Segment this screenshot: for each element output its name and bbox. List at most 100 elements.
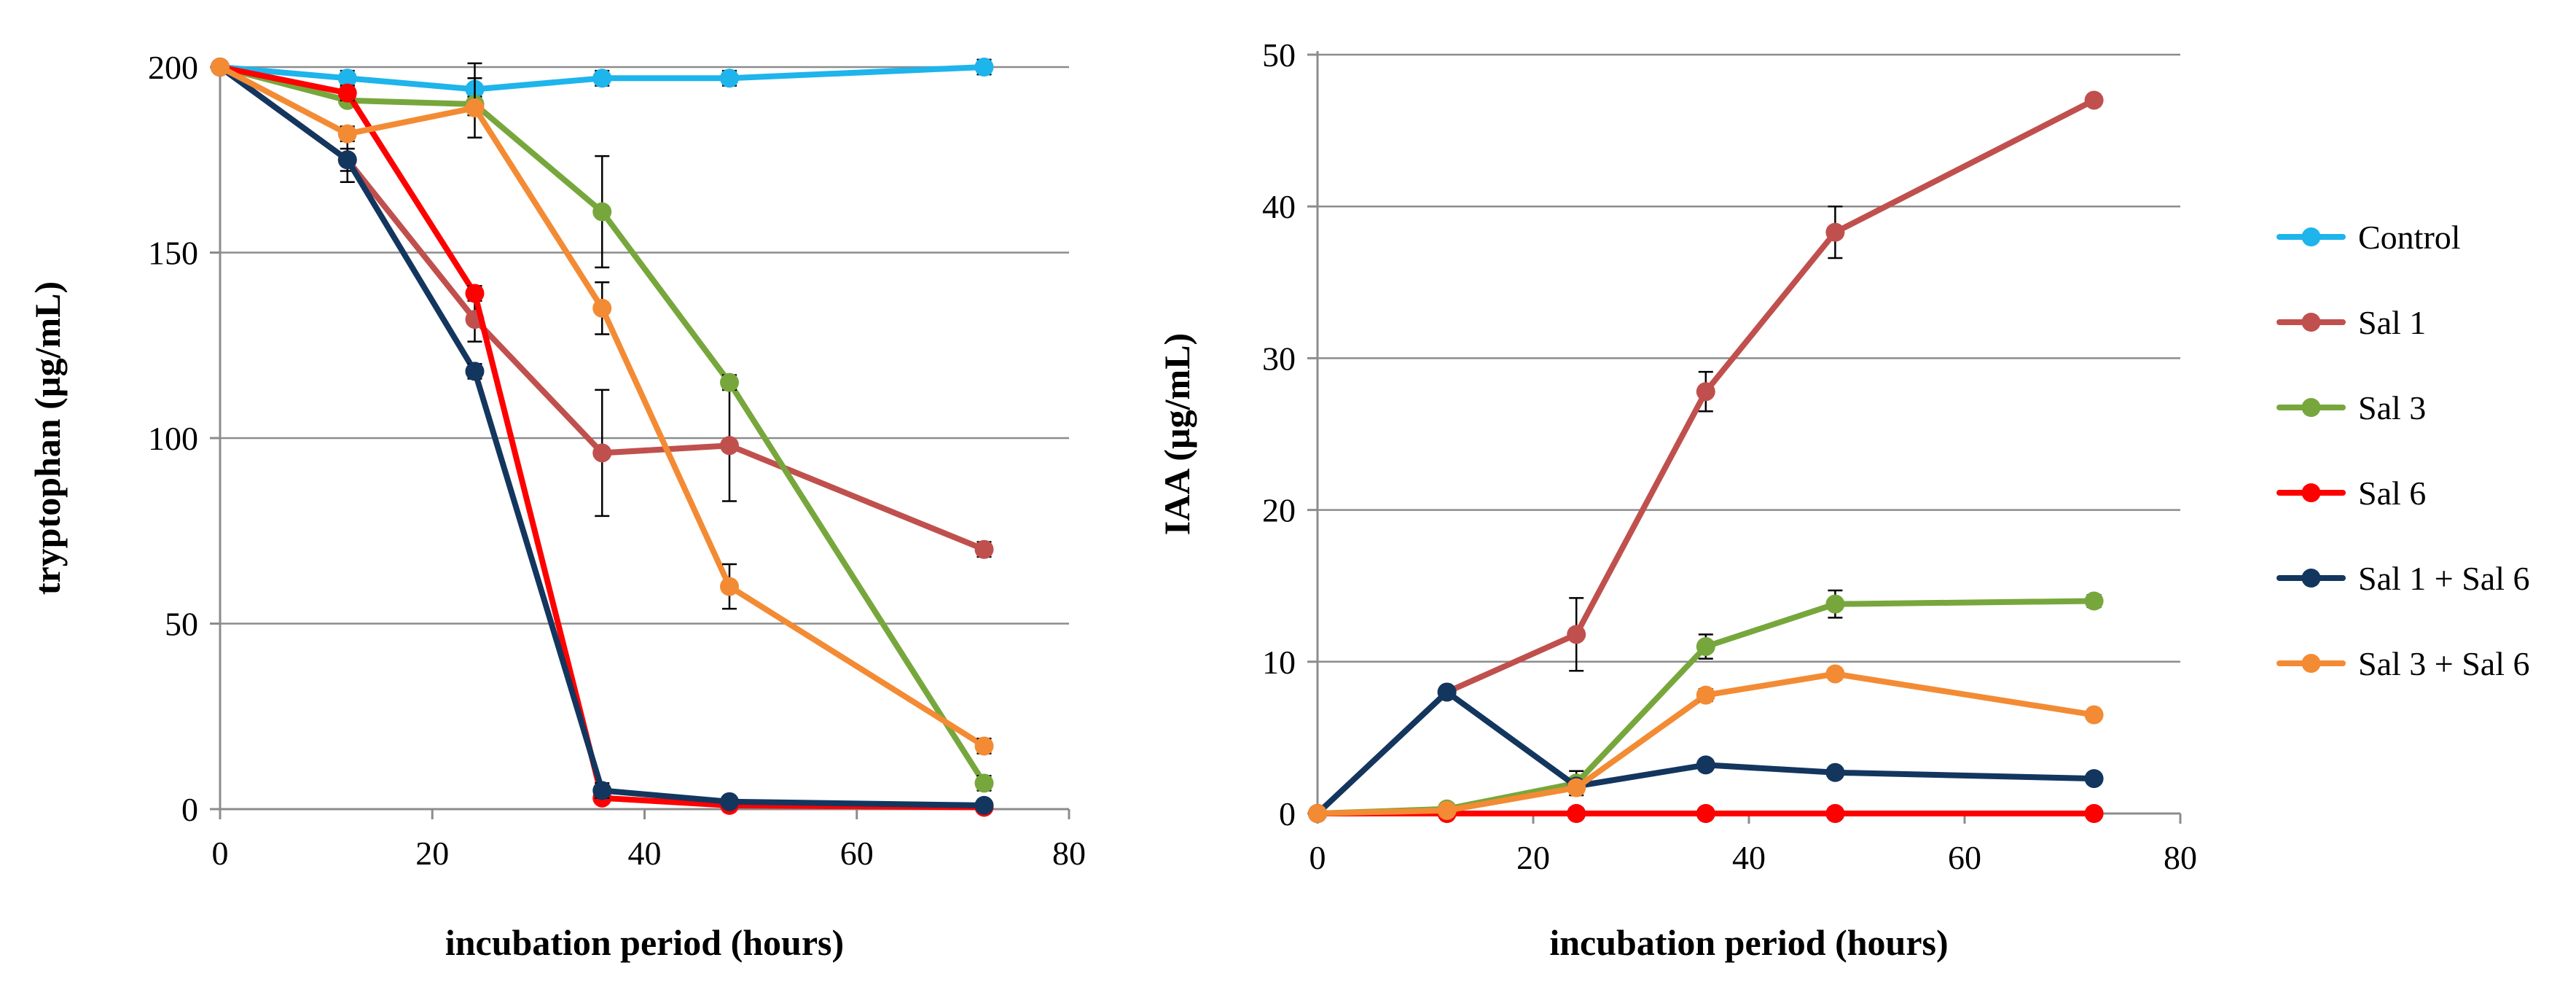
- legend-swatch-marker: [2301, 654, 2321, 673]
- data-point: [720, 372, 739, 392]
- data-point: [592, 443, 612, 463]
- data-point: [337, 69, 357, 88]
- data-point: [1825, 222, 1845, 242]
- legend-label: Sal 3 + Sal 6: [2358, 645, 2530, 682]
- x-tick-label: 60: [1948, 839, 1981, 876]
- data-point: [974, 736, 994, 756]
- series-line: [217, 64, 987, 808]
- x-tick-label: 20: [415, 835, 449, 872]
- legend-item-sal-6: Sal 6: [2276, 475, 2426, 512]
- data-point: [592, 781, 612, 800]
- legend: Control Sal 1 Sal 3 Sal 6 Sal 1 + Sal 6 Sal 3…: [2276, 219, 2530, 682]
- legend-swatch-marker: [2301, 483, 2321, 502]
- y-tick-label: 0: [1279, 795, 1296, 832]
- data-point: [2084, 591, 2104, 611]
- y-tick-label: 50: [165, 606, 198, 643]
- data-point: [592, 69, 612, 88]
- series-sal-3-sal-6: [1308, 664, 2104, 823]
- legend-swatch-marker: [2301, 227, 2321, 246]
- legend-label: Control: [2358, 219, 2461, 256]
- data-point: [337, 150, 357, 170]
- legend-item-sal-3: Sal 3: [2276, 389, 2426, 426]
- data-point: [1696, 755, 1715, 775]
- data-point: [1825, 664, 1845, 684]
- series-line: [1315, 671, 2097, 816]
- legend-label: Sal 3: [2358, 389, 2426, 426]
- data-point: [1437, 800, 1457, 820]
- y-tick-label: 40: [1262, 188, 1296, 225]
- data-point: [211, 58, 230, 77]
- x-axis-title: incubation period (hours): [445, 922, 844, 963]
- y-tick-label: 20: [1262, 492, 1296, 529]
- data-point: [720, 792, 739, 811]
- y-tick-label: 50: [1262, 36, 1296, 74]
- data-point: [2084, 769, 2104, 789]
- data-point: [1567, 625, 1586, 644]
- data-point: [974, 795, 994, 815]
- y-tick-label: 10: [1262, 644, 1296, 681]
- y-tick-label: 0: [181, 791, 198, 828]
- legend-swatch-marker: [2301, 313, 2321, 332]
- data-point: [1696, 382, 1715, 402]
- y-tick-label: 200: [148, 49, 198, 86]
- x-tick-label: 80: [1052, 835, 1086, 872]
- data-point: [2084, 804, 2104, 823]
- x-tick-label: 0: [1309, 839, 1326, 876]
- legend-item-sal-3-sal-6: Sal 3 + Sal 6: [2276, 645, 2530, 682]
- data-point: [1437, 682, 1457, 702]
- x-tick-label: 20: [1516, 839, 1550, 876]
- data-point: [1825, 594, 1845, 614]
- chart-right-iaa: 0 10 20 30 40 50 0 20 40 60 80 incubation period (h…: [1156, 36, 2197, 963]
- legend-item-control: Control: [2276, 219, 2461, 256]
- series-line: [217, 64, 987, 93]
- y-tick-label: 150: [148, 235, 198, 272]
- chart-left-tryptophan: 0 50 100 150 200 0 20 40 60 80 incubation period (…: [27, 49, 1086, 963]
- legend-item-sal-1-sal-6: Sal 1 + Sal 6: [2276, 560, 2530, 597]
- legend-label: Sal 1 + Sal 6: [2358, 560, 2530, 597]
- data-point: [720, 577, 739, 596]
- series-sal-3-sal-6: [211, 58, 994, 756]
- data-point: [1567, 778, 1586, 797]
- series-line: [217, 64, 987, 749]
- data-point: [1567, 804, 1586, 823]
- data-point: [337, 83, 357, 103]
- x-tick-label: 60: [840, 835, 874, 872]
- data-point: [974, 58, 994, 77]
- y-tick-label: 100: [148, 420, 198, 457]
- y-axis-title: IAA (µg/mL): [1156, 333, 1197, 535]
- data-point: [720, 69, 739, 88]
- x-axis-title: incubation period (hours): [1549, 922, 1948, 963]
- data-point: [2084, 705, 2104, 725]
- data-point: [2084, 90, 2104, 110]
- data-point: [1825, 804, 1845, 823]
- data-point: [592, 202, 612, 222]
- y-axis-title: tryptophan (µg/mL): [27, 281, 68, 595]
- data-point: [465, 98, 485, 117]
- series-line: [1315, 689, 2097, 816]
- legend-swatch-marker: [2301, 569, 2321, 588]
- data-point: [1696, 685, 1715, 705]
- x-tick-label: 40: [1732, 839, 1766, 876]
- data-point: [1825, 762, 1845, 782]
- data-point: [720, 436, 739, 456]
- data-point: [1696, 636, 1715, 656]
- series-line: [217, 64, 987, 811]
- data-point: [974, 773, 994, 793]
- data-point: [465, 284, 485, 303]
- data-point: [1696, 804, 1715, 823]
- data-point: [337, 124, 357, 144]
- legend-item-sal-1: Sal 1: [2276, 304, 2426, 341]
- x-tick-label: 0: [212, 835, 229, 872]
- legend-swatch-marker: [2301, 398, 2321, 417]
- legend-label: Sal 1: [2358, 304, 2426, 341]
- series-line: [217, 64, 987, 787]
- data-point: [974, 539, 994, 559]
- data-point: [592, 298, 612, 318]
- data-point: [465, 362, 485, 381]
- legend-label: Sal 6: [2358, 475, 2426, 512]
- x-tick-label: 40: [628, 835, 662, 872]
- x-tick-label: 80: [2164, 839, 2197, 876]
- y-tick-label: 30: [1262, 340, 1296, 377]
